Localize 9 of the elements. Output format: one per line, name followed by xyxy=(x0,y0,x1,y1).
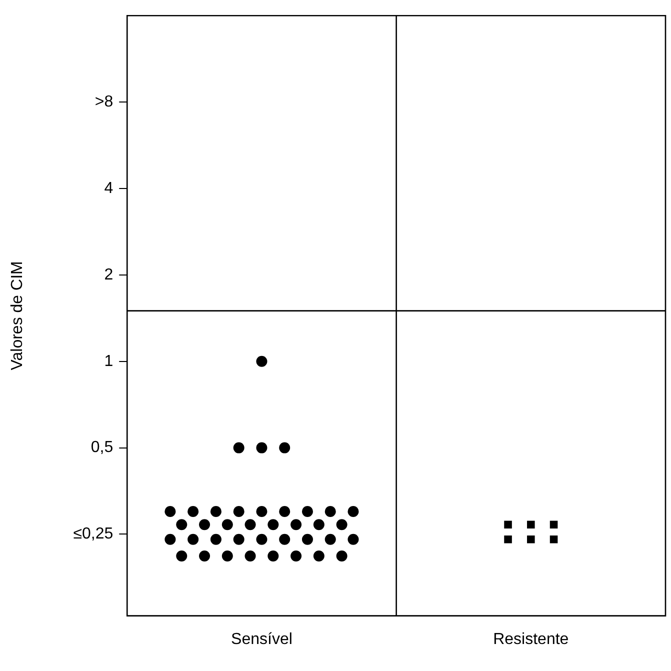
y-tick-label: 2 xyxy=(104,266,114,284)
y-tick-label: ≤0,25 xyxy=(73,526,114,543)
x-tick-label: Resistente xyxy=(493,630,569,648)
y-tick-label: 1 xyxy=(104,352,114,370)
y-tick-label: 0,5 xyxy=(90,439,114,456)
y-axis-title: Valores de CIM xyxy=(9,261,26,370)
y-tick-label: >8 xyxy=(94,93,114,110)
x-tick-label: Sensível xyxy=(231,630,292,648)
y-tick-label: 4 xyxy=(104,180,114,197)
